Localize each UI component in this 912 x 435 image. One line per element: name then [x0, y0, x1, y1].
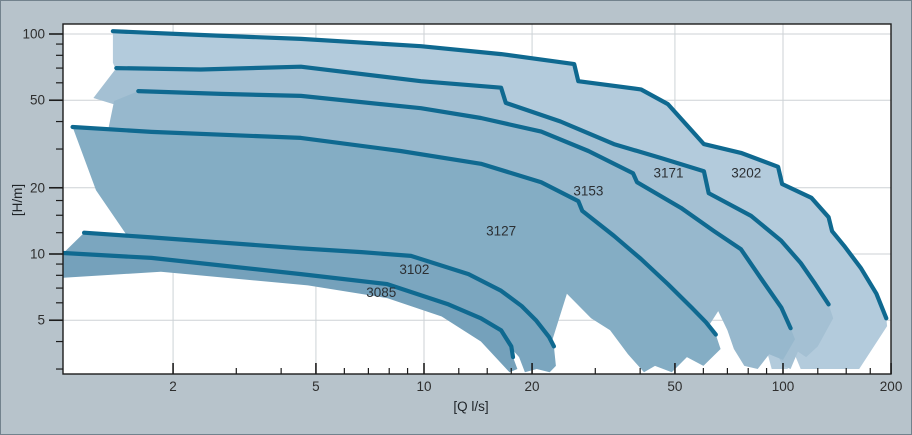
pump-label-3171: 3171 [654, 166, 684, 181]
pump-label-3102: 3102 [399, 262, 429, 277]
plot-border-layer [62, 23, 892, 375]
x-tick-label-10: 10 [416, 379, 431, 394]
pump-label-3085: 3085 [366, 285, 396, 300]
max-curve-3102 [82, 230, 556, 349]
max-curve-3171 [114, 64, 831, 307]
y-tick-label-5: 5 [37, 313, 45, 328]
envelope-fill-layer [63, 31, 888, 373]
tick-layer [49, 33, 892, 374]
x-tick-label-50: 50 [667, 379, 682, 394]
x-tick-label-200: 200 [880, 379, 903, 394]
y-axis-title: [H/m] [10, 184, 25, 216]
x-tick-label-2: 2 [169, 379, 177, 394]
y-tick-label-100: 100 [22, 27, 45, 42]
max-curve-3127 [70, 124, 718, 337]
envelope-3102 [63, 232, 556, 373]
envelope-3085 [63, 253, 518, 373]
envelope-curve-layer [63, 29, 889, 360]
max-curve-3202 [110, 29, 889, 321]
x-tick-label-5: 5 [312, 379, 320, 394]
envelope-3127 [72, 127, 721, 373]
y-tick-label-20: 20 [30, 180, 45, 195]
pump-label-3127: 3127 [486, 224, 516, 239]
x-tick-label-100: 100 [772, 379, 795, 394]
pump-label-3153: 3153 [573, 184, 603, 199]
tick-label-layer: 2 5 10 20 50 100 200 5 10 20 50 100 [22, 27, 902, 395]
max-curve-3153 [136, 89, 793, 331]
x-tick-label-20: 20 [525, 379, 540, 394]
x-axis-title: [Q l/s] [453, 399, 488, 414]
envelope-3153 [96, 91, 795, 369]
y-tick-label-10: 10 [30, 247, 45, 262]
max-curve-3085 [63, 250, 516, 360]
y-tick-label-50: 50 [30, 93, 45, 108]
pump-label-3202: 3202 [731, 166, 761, 181]
plot-border [62, 23, 892, 375]
